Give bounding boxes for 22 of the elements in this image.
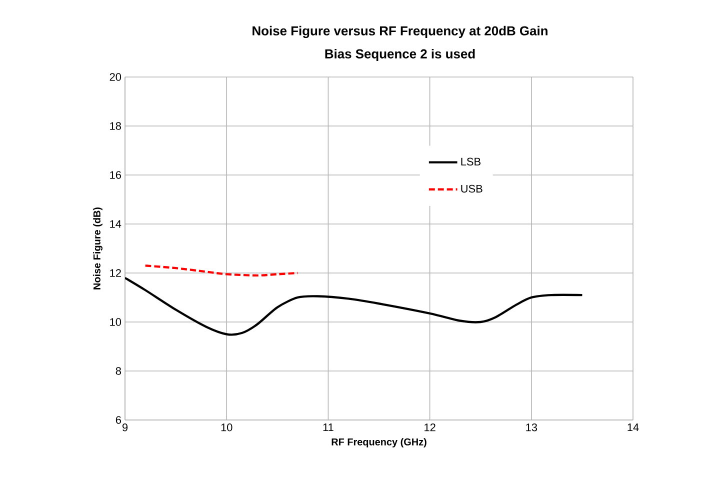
x-tick-label: 14 [628,424,639,432]
x-tick-label: 11 [323,424,334,432]
legend-label: USB [461,184,482,193]
x-tick-label: 13 [526,424,538,432]
y-tick-label: 6 [116,416,122,424]
x-axis-title: RF Frequency (GHz) [332,438,426,448]
y-tick-label: 10 [110,318,122,326]
x-tick-label: 9 [122,424,128,432]
y-tick-label: 8 [116,367,122,375]
y-tick-label: 20 [110,73,122,81]
line-series [144,264,299,277]
legend-label: LSB [461,158,480,166]
chart-subtitle: Bias Sequence 2 is used [325,48,475,62]
y-tick-label: 16 [110,171,121,179]
y-tick-label: 18 [110,122,121,130]
line-series [125,276,584,336]
chart-title: Noise Figure versus RF Frequency at 20dB Gain [252,26,548,38]
y-tick-label: 14 [110,220,122,228]
x-tick-label: 12 [424,424,436,432]
x-tick-label: 10 [221,424,232,432]
y-tick-label: 12 [110,269,121,277]
y-axis-title: Noise Figure (dB) [93,207,102,290]
